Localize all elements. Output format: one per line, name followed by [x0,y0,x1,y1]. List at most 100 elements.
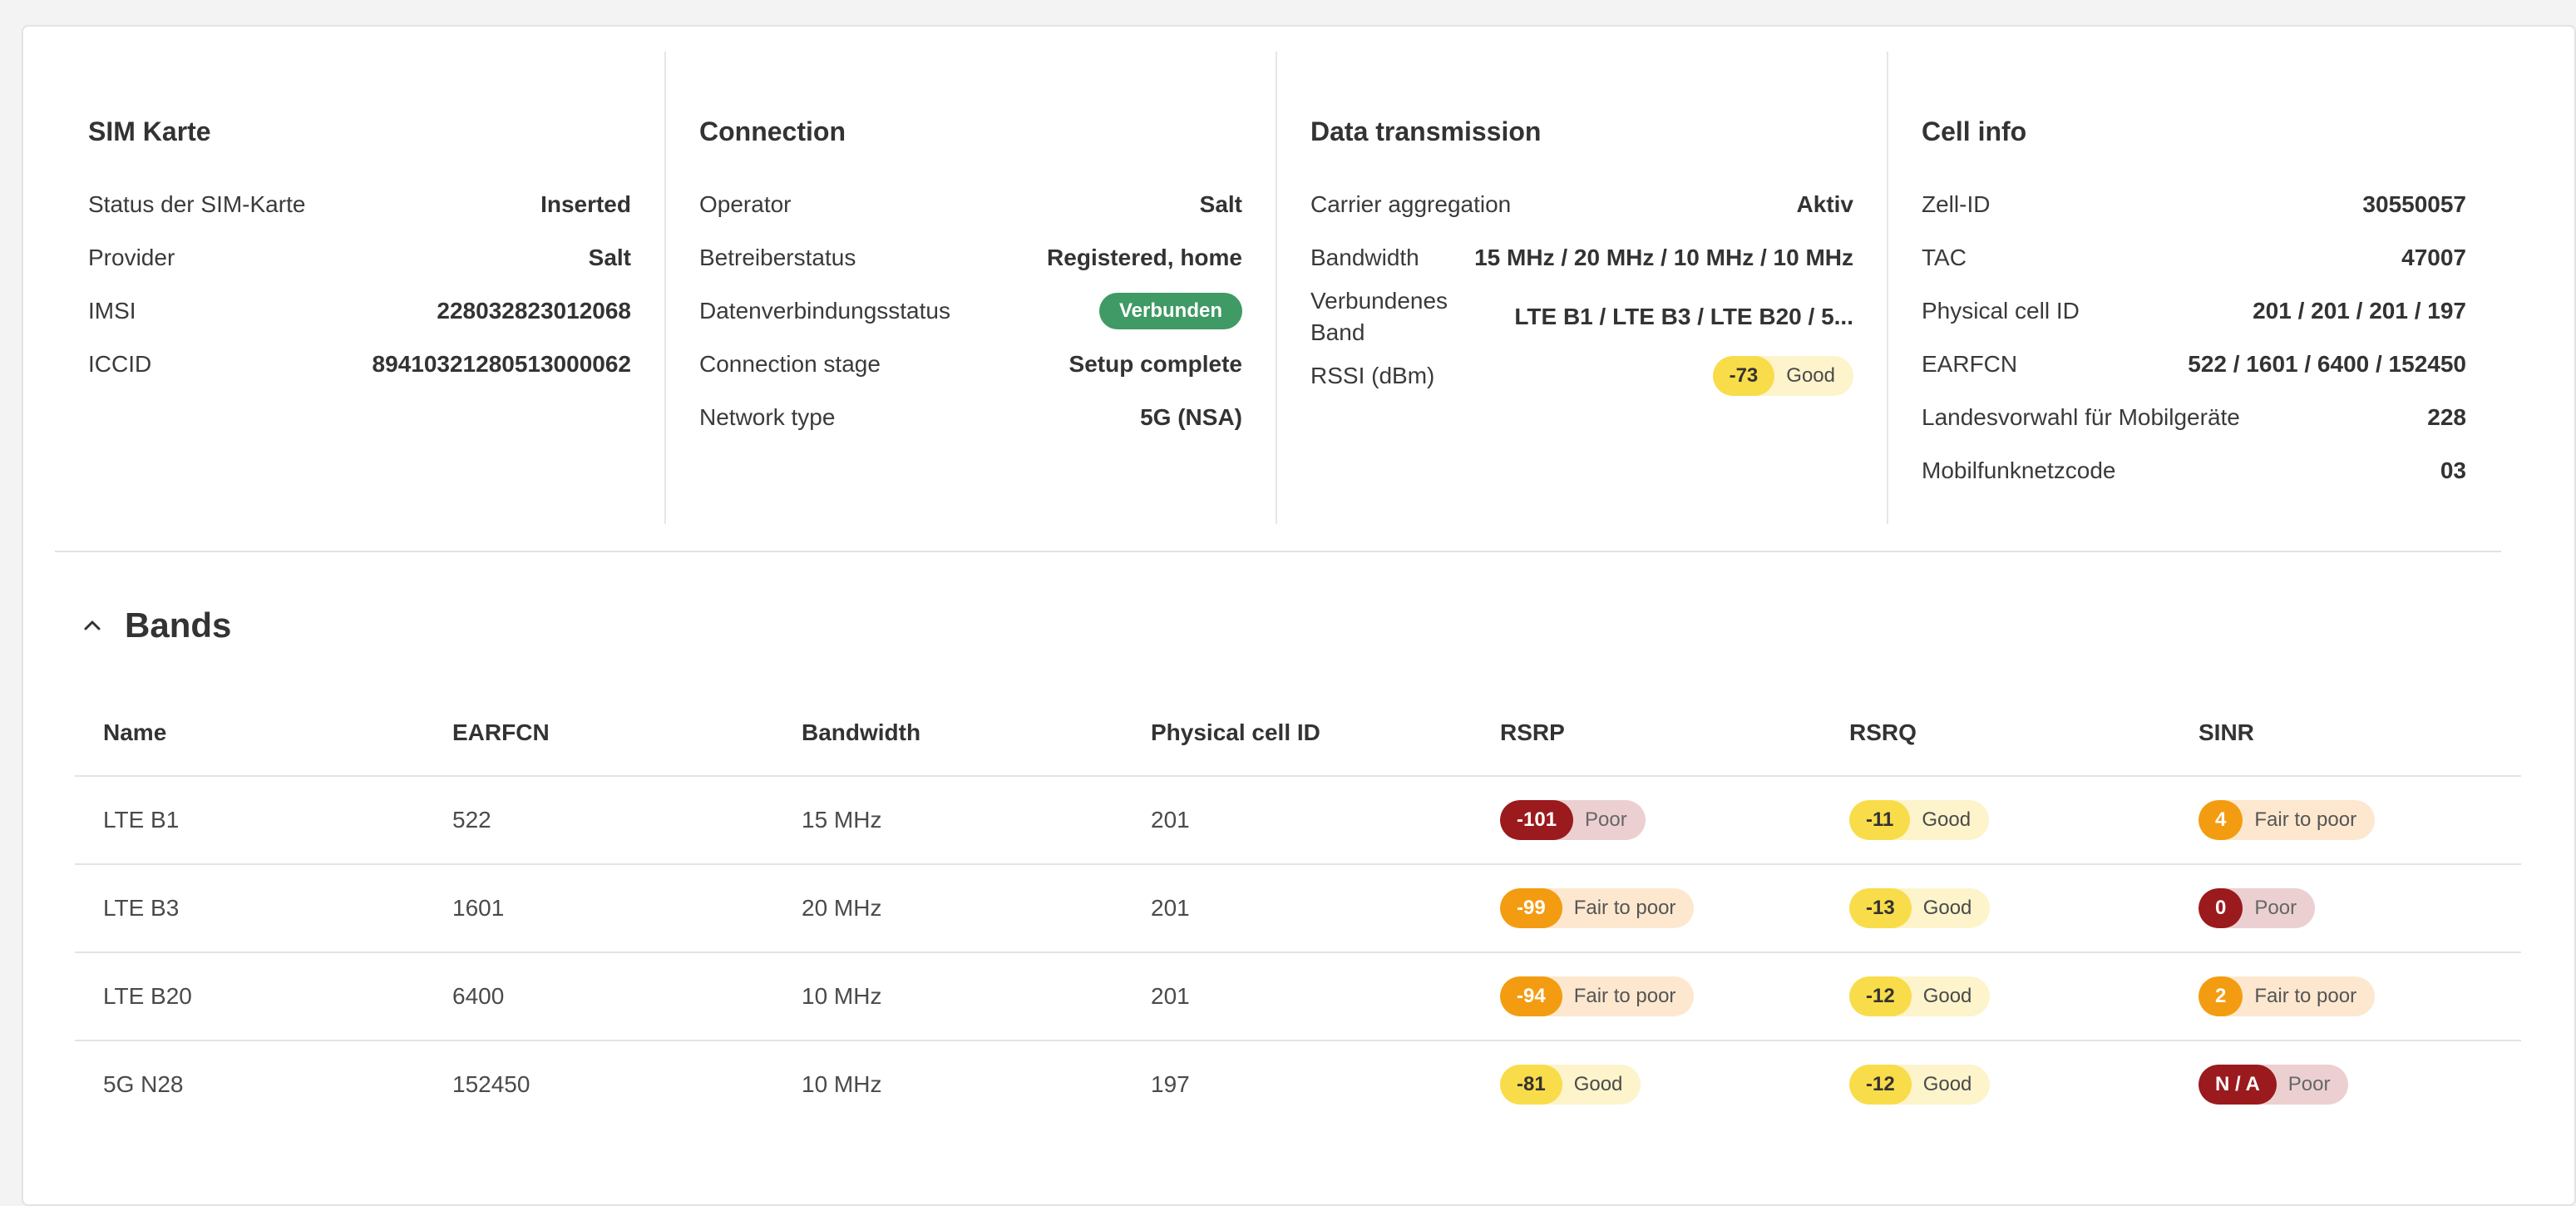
mnc-label: Mobilfunknetzcode [1922,457,2116,483]
bands-section-title: Bands [125,605,232,645]
mcc-value: 228 [2427,404,2466,430]
sinr-value: 2 [2198,976,2243,1016]
table-row: LTE B20 6400 10 MHz 201 -94 Fair to poor … [75,952,2521,1041]
operator-status-value: Registered, home [1047,245,1242,270]
connected-band-value: LTE B1 / LTE B3 / LTE B20 / 5... [1514,304,1853,329]
network-type-label: Network type [699,404,836,430]
band-bandwidth: 10 MHz [802,1071,882,1097]
col-name: Name [75,690,424,777]
band-sinr: 0 Poor [2170,864,2521,953]
mcc-row: Landesvorwahl für Mobilgeräte 228 [1922,391,2466,444]
band-bandwidth: 15 MHz [773,776,1123,865]
rssi-value: -73 [1712,356,1775,396]
cell-id-label: Zell-ID [1922,191,1991,217]
rsrq-quality: Good [1922,985,1972,1007]
bandwidth-value: 15 MHz / 20 MHz / 10 MHz / 10 MHz [1474,245,1853,270]
chevron-up-icon[interactable] [80,613,105,638]
sim-status-value: Inserted [540,191,631,217]
table-row: LTE B3 1601 20 MHz 201 -99 Fair to poor -… [75,864,2521,953]
rsrp-quality: Good [1573,1073,1623,1095]
col-physical-cell-id: Physical cell ID [1123,690,1472,777]
rsrq-value: -13 [1849,888,1912,928]
band-rsrp: -81 Good [1472,1040,1821,1128]
earfcn-row: EARFCN 522 / 1601 / 6400 / 152450 [1922,338,2466,391]
operator-value: Salt [1199,191,1242,217]
sinr-value: 4 [2198,800,2243,840]
rsrp-badge: -99 Fair to poor [1500,888,1695,928]
sim-status-row: Status der SIM-Karte Inserted [88,178,631,231]
data-connection-label: Datenverbindungsstatus [699,298,950,324]
operator-row: Operator Salt [699,178,1242,231]
bandwidth-label: Bandwidth [1310,245,1419,270]
band-sinr: N / A Poor [2170,1040,2521,1128]
band-name: LTE B20 [75,952,424,1041]
band-rsrp: -94 Fair to poor [1472,952,1821,1041]
band-name: LTE B1 [75,776,424,865]
sim-iccid-value: 89410321280513000062 [372,351,631,377]
band-rsrq: -11 Good [1821,776,2170,865]
table-row: 5G N28 152450 10 MHz 197 -81 Good -12 Good… [75,1040,2521,1128]
band-pci: 197 [1151,1071,1190,1097]
mnc-row: Mobilfunknetzcode 03 [1922,444,2466,497]
rsrp-value: -81 [1500,1065,1562,1105]
connection-stage-row: Connection stage Setup complete [699,338,1242,391]
table-row: LTE B1 522 15 MHz 201 -101 Poor -11 Good 4… [75,776,2521,865]
data-transmission-title: Data transmission [1310,116,1542,146]
band-rsrq: -13 Good [1821,864,2170,953]
bands-table-header: Name EARFCN Bandwidth Physical cell ID R… [75,690,2521,777]
rssi-quality: Good [1786,364,1835,387]
rsrp-value: -94 [1500,976,1562,1016]
sinr-quality: Poor [2254,897,2297,919]
band-pci: 201 [1123,864,1472,953]
cell-id-row: Zell-ID 30550057 [1922,178,2466,231]
physical-cell-id-label: Physical cell ID [1922,298,2080,324]
physical-cell-id-row: Physical cell ID 201 / 201 / 201 / 197 [1922,284,2466,338]
rssi-row: RSSI (dBm) -73 Good [1310,349,1853,403]
tac-row: TAC 47007 [1922,231,2466,284]
sim-status-label: Status der SIM-Karte [88,191,306,217]
bands-section-toggle[interactable]: Bands [80,601,231,650]
rsrp-quality: Fair to poor [1573,985,1676,1007]
band-pci: 201 [1123,776,1472,865]
sim-iccid-label: ICCID [88,351,152,377]
rsrp-value: -101 [1500,800,1574,840]
operator-label: Operator [699,191,792,217]
tac-value: 47007 [2401,245,2466,270]
rsrq-badge: -13 Good [1849,888,1991,928]
band-bandwidth: 10 MHz [773,952,1123,1041]
rssi-label: RSSI (dBm) [1310,363,1435,388]
col-earfcn: EARFCN [424,690,773,777]
band-name: 5G N28 [103,1071,184,1097]
band-sinr: 2 Fair to poor [2170,952,2521,1041]
bandwidth-row: Bandwidth 15 MHz / 20 MHz / 10 MHz / 10 … [1310,231,1853,284]
summary-panels: SIM Karte Status der SIM-Karte Inserted … [55,52,2501,524]
carrier-aggregation-label: Carrier aggregation [1310,191,1512,217]
rsrp-quality: Poor [1585,808,1627,831]
carrier-aggregation-value: Aktiv [1796,191,1853,217]
connection-stage-value: Setup complete [1068,351,1242,377]
sinr-value: N / A [2198,1065,2277,1105]
sinr-badge: 2 Fair to poor [2198,976,2376,1016]
connected-band-label: Verbundenes Band [1310,288,1448,345]
col-rsrp: RSRP [1472,690,1821,777]
rsrp-value: -99 [1500,888,1562,928]
band-rsrp: -101 Poor [1472,776,1821,865]
sinr-quality: Fair to poor [2254,808,2357,831]
operator-status-label: Betreiberstatus [699,245,856,270]
sinr-value: 0 [2198,888,2243,928]
sinr-badge: 0 Poor [2198,888,2316,928]
carrier-aggregation-row: Carrier aggregation Aktiv [1310,178,1853,231]
rsrq-quality: Good [1922,897,1972,919]
rsrp-quality: Fair to poor [1573,897,1676,919]
rsrp-badge: -81 Good [1500,1065,1641,1105]
data-transmission-panel: Data transmission Carrier aggregation Ak… [1277,52,1888,524]
band-earfcn: 152450 [452,1071,530,1097]
band-rsrq: -12 Good [1821,1040,2170,1128]
tac-label: TAC [1922,245,1967,270]
band-rsrq: -12 Good [1821,952,2170,1041]
band-pci: 201 [1123,952,1472,1041]
rsrq-badge: -12 Good [1849,976,1991,1016]
section-divider [55,551,2501,552]
mcc-label: Landesvorwahl für Mobilgeräte [1922,404,2240,430]
sim-iccid-row: ICCID 89410321280513000062 [88,338,631,391]
